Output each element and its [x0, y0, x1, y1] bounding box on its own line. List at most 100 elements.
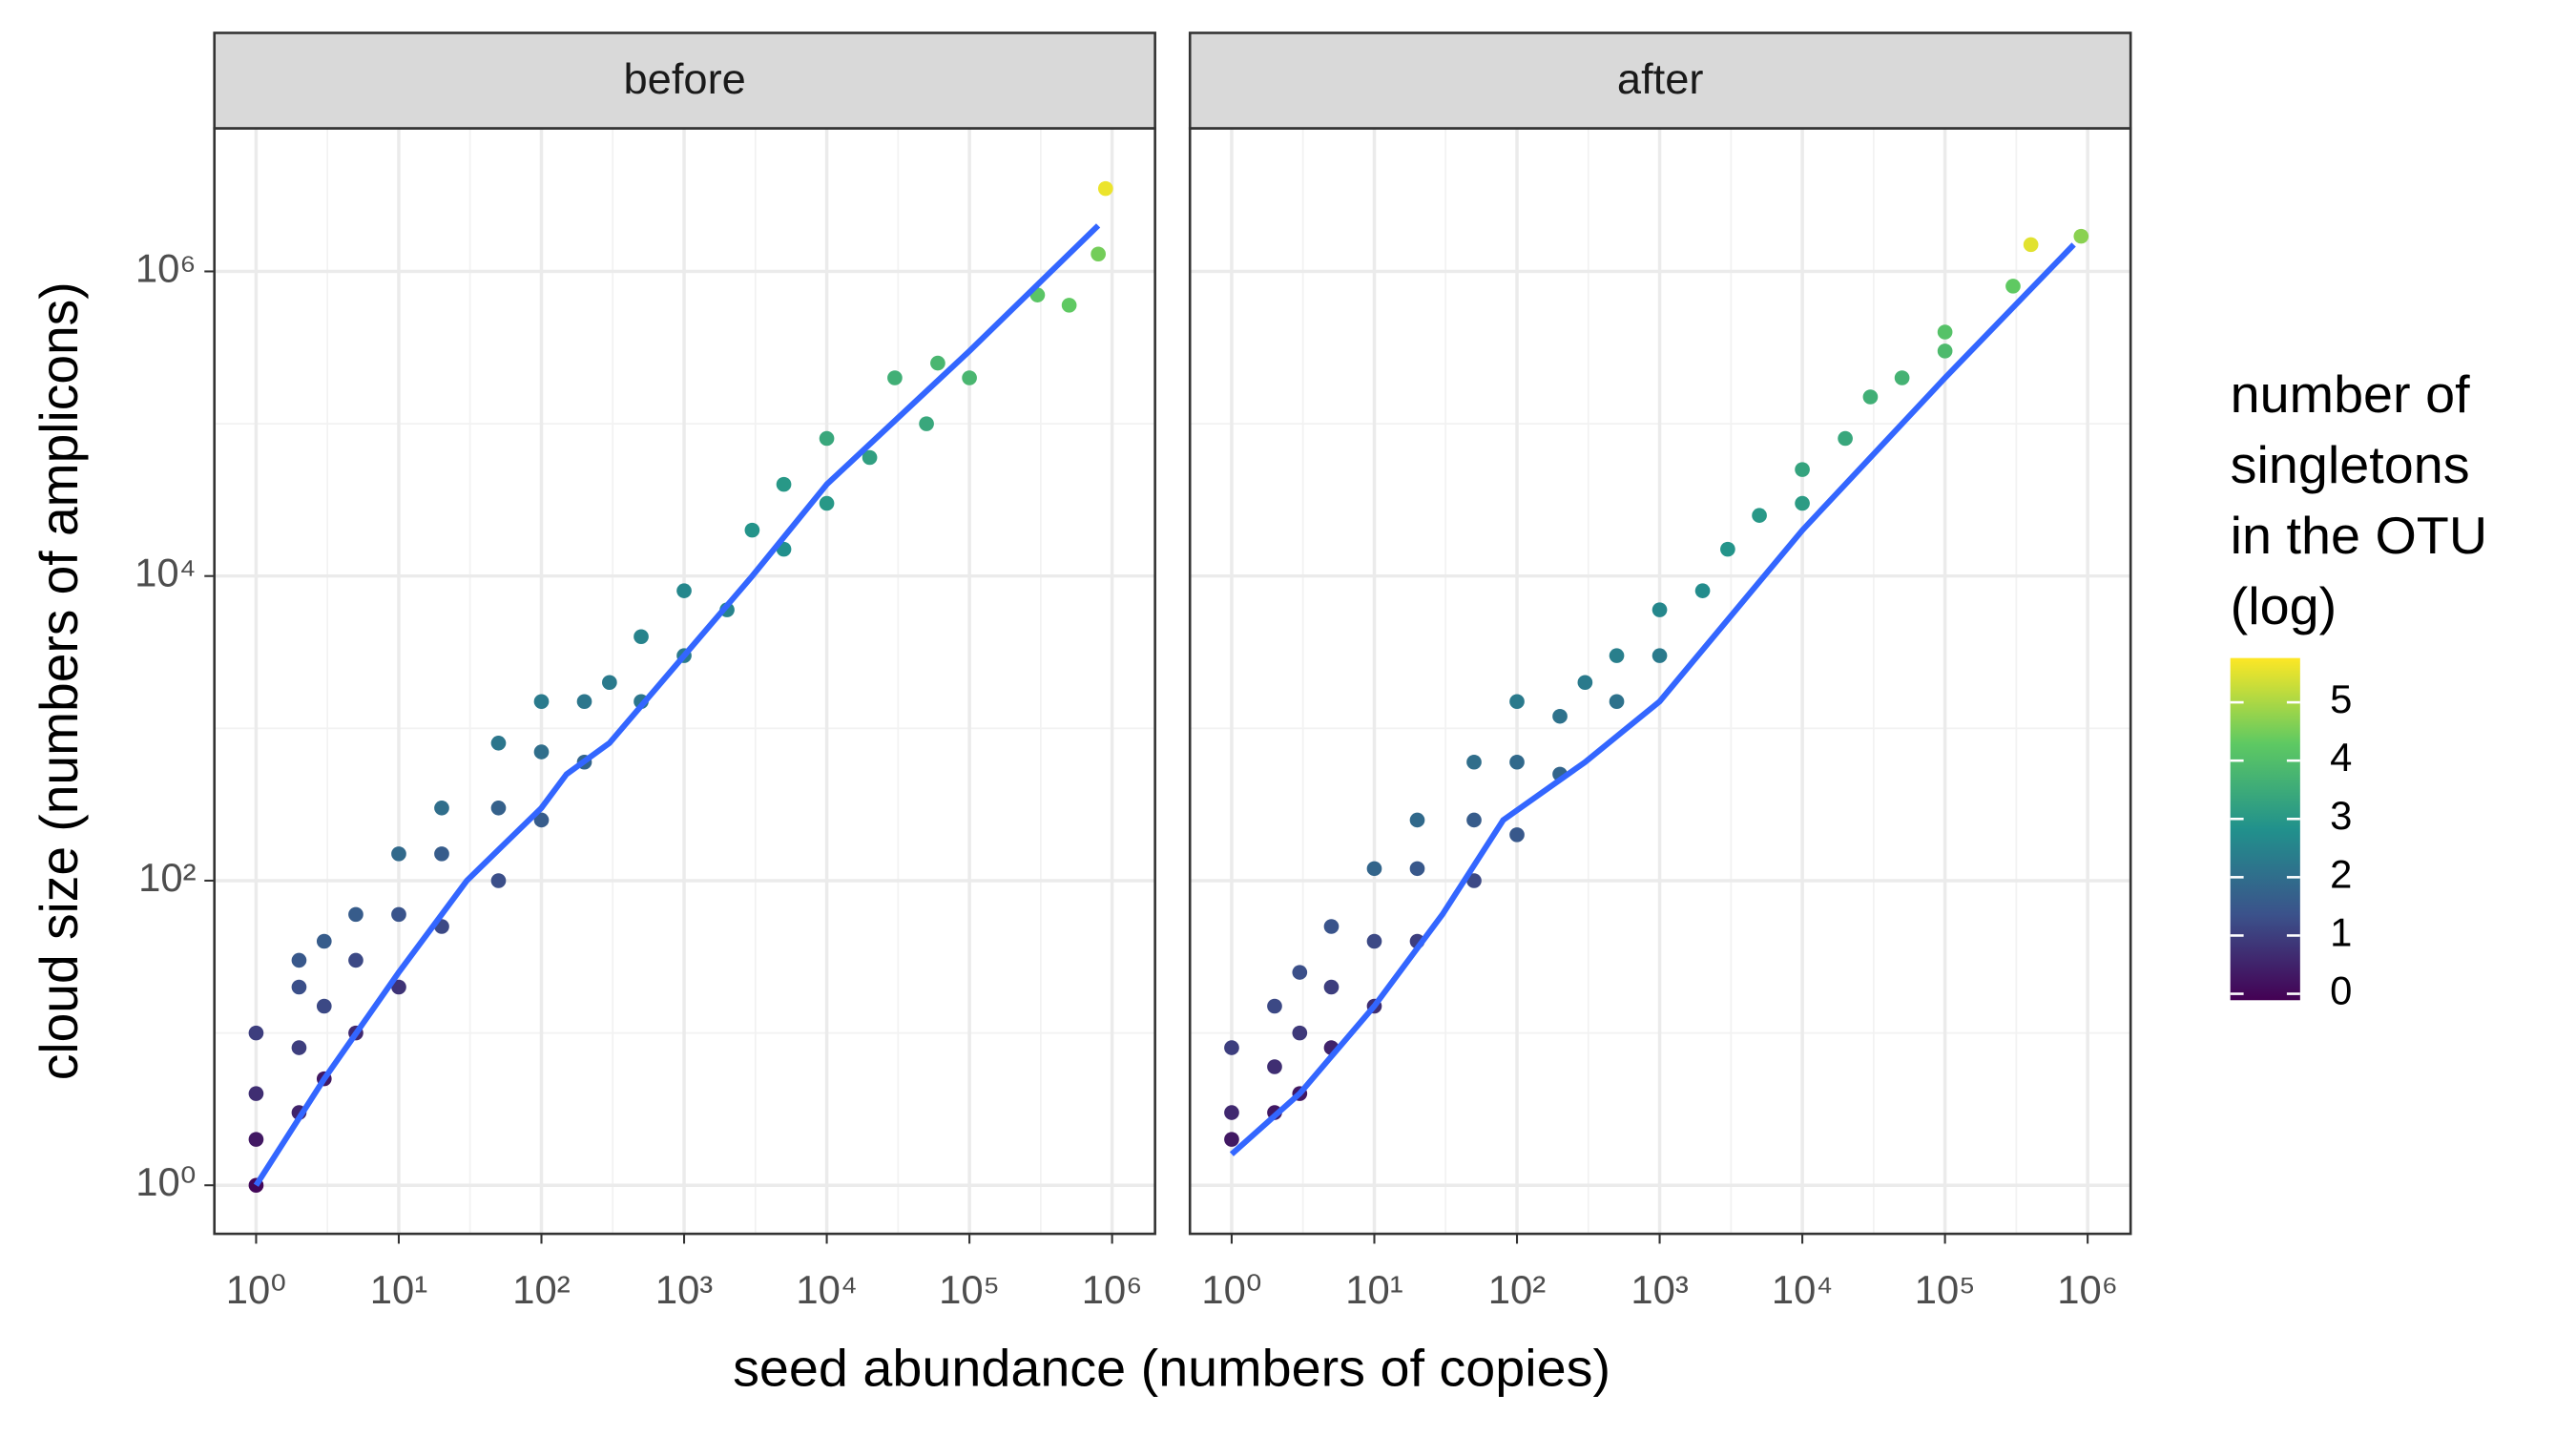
x-tick-label: 10⁵: [939, 1267, 1000, 1312]
point: [1652, 648, 1668, 663]
point: [1795, 462, 1810, 477]
point: [930, 355, 945, 371]
x-tick-label: 10⁶: [1082, 1267, 1143, 1312]
point: [1097, 180, 1113, 197]
point: [634, 629, 649, 644]
y-tick-label: 10²: [138, 855, 197, 900]
x-tick-label: 10⁶: [2057, 1267, 2118, 1312]
point: [1224, 1132, 1239, 1147]
point: [533, 812, 550, 828]
point: [2005, 279, 2021, 294]
point: [1323, 919, 1340, 934]
point: [1509, 694, 1525, 709]
point: [1409, 861, 1425, 877]
y-tick-label: 10⁶: [135, 246, 197, 291]
point: [490, 801, 507, 816]
x-tick-label: 10²: [1488, 1267, 1547, 1312]
point: [1509, 827, 1525, 843]
point: [1720, 541, 1735, 557]
point: [348, 906, 364, 923]
point: [1609, 694, 1625, 709]
x-tick-label: 10⁵: [1915, 1267, 1976, 1312]
panel-title: before: [623, 54, 745, 103]
point: [744, 522, 760, 538]
colorbar-tick-label: 0: [2330, 968, 2352, 1013]
fit-line: [253, 223, 1101, 1187]
point: [1267, 1059, 1282, 1074]
point: [962, 370, 977, 385]
x-axis-label: seed abundance (numbers of copies): [733, 1339, 1610, 1398]
strip: [1188, 31, 2132, 130]
panel-title: after: [1617, 54, 1704, 103]
point: [1323, 979, 1340, 995]
x-tick-label: 10⁴: [796, 1267, 857, 1312]
legend-title: (log): [2231, 576, 2337, 635]
point: [1609, 648, 1625, 663]
colorbar-tick-label: 5: [2330, 676, 2352, 721]
point: [391, 979, 406, 995]
point: [1292, 1025, 1308, 1041]
colorbar-tick-label: 2: [2330, 851, 2352, 896]
point: [248, 1132, 264, 1147]
point: [1937, 343, 1953, 359]
point: [1937, 324, 1953, 340]
point: [248, 1025, 264, 1041]
point: [1061, 298, 1077, 313]
point: [1224, 1105, 1239, 1120]
point: [1224, 1040, 1239, 1055]
point: [1652, 602, 1668, 617]
point: [1366, 933, 1382, 949]
point: [2073, 228, 2089, 244]
y-axis-label: cloud size (numbers of amplicons): [30, 281, 89, 1080]
y-tick-label: 10⁴: [135, 551, 196, 595]
point: [316, 933, 332, 949]
colorbar-tick-label: 4: [2330, 735, 2352, 780]
point: [391, 846, 406, 862]
point: [862, 449, 878, 466]
point: [1466, 812, 1482, 828]
point: [776, 476, 792, 492]
point: [1577, 675, 1593, 691]
point: [291, 952, 307, 968]
legend-title: in the OTU: [2231, 506, 2487, 565]
point: [819, 430, 835, 447]
fit-line: [1229, 242, 2076, 1156]
point: [576, 694, 592, 709]
point: [1267, 998, 1282, 1014]
point: [533, 744, 550, 760]
point: [316, 998, 332, 1014]
colorbar: [2230, 657, 2300, 1001]
point: [1694, 583, 1711, 598]
x-tick-label: 10³: [655, 1267, 714, 1312]
x-tick-label: 10²: [512, 1267, 571, 1312]
point: [819, 495, 835, 511]
point: [490, 736, 507, 751]
point: [490, 873, 507, 888]
point: [1862, 389, 1879, 405]
point: [1894, 370, 1910, 385]
point: [1366, 861, 1382, 877]
point: [1752, 508, 1767, 523]
point: [1091, 246, 1106, 262]
colorbar-tick-label: 3: [2330, 793, 2352, 838]
point: [1552, 708, 1568, 724]
point: [291, 1040, 307, 1055]
legend-title: singletons: [2231, 435, 2470, 494]
point: [1838, 430, 1853, 447]
x-tick-label: 10³: [1631, 1267, 1689, 1312]
point: [348, 952, 364, 968]
x-tick-label: 10⁰: [226, 1267, 286, 1312]
point: [919, 416, 934, 431]
point: [887, 370, 903, 385]
x-tick-label: 10⁰: [1201, 1267, 1261, 1312]
point: [1509, 754, 1525, 770]
point: [291, 979, 307, 995]
x-tick-label: 10¹: [1345, 1267, 1402, 1312]
point: [1466, 873, 1482, 888]
point: [1466, 754, 1482, 770]
point: [533, 694, 550, 709]
legend-title: number of: [2231, 364, 2470, 424]
point: [1795, 495, 1810, 511]
